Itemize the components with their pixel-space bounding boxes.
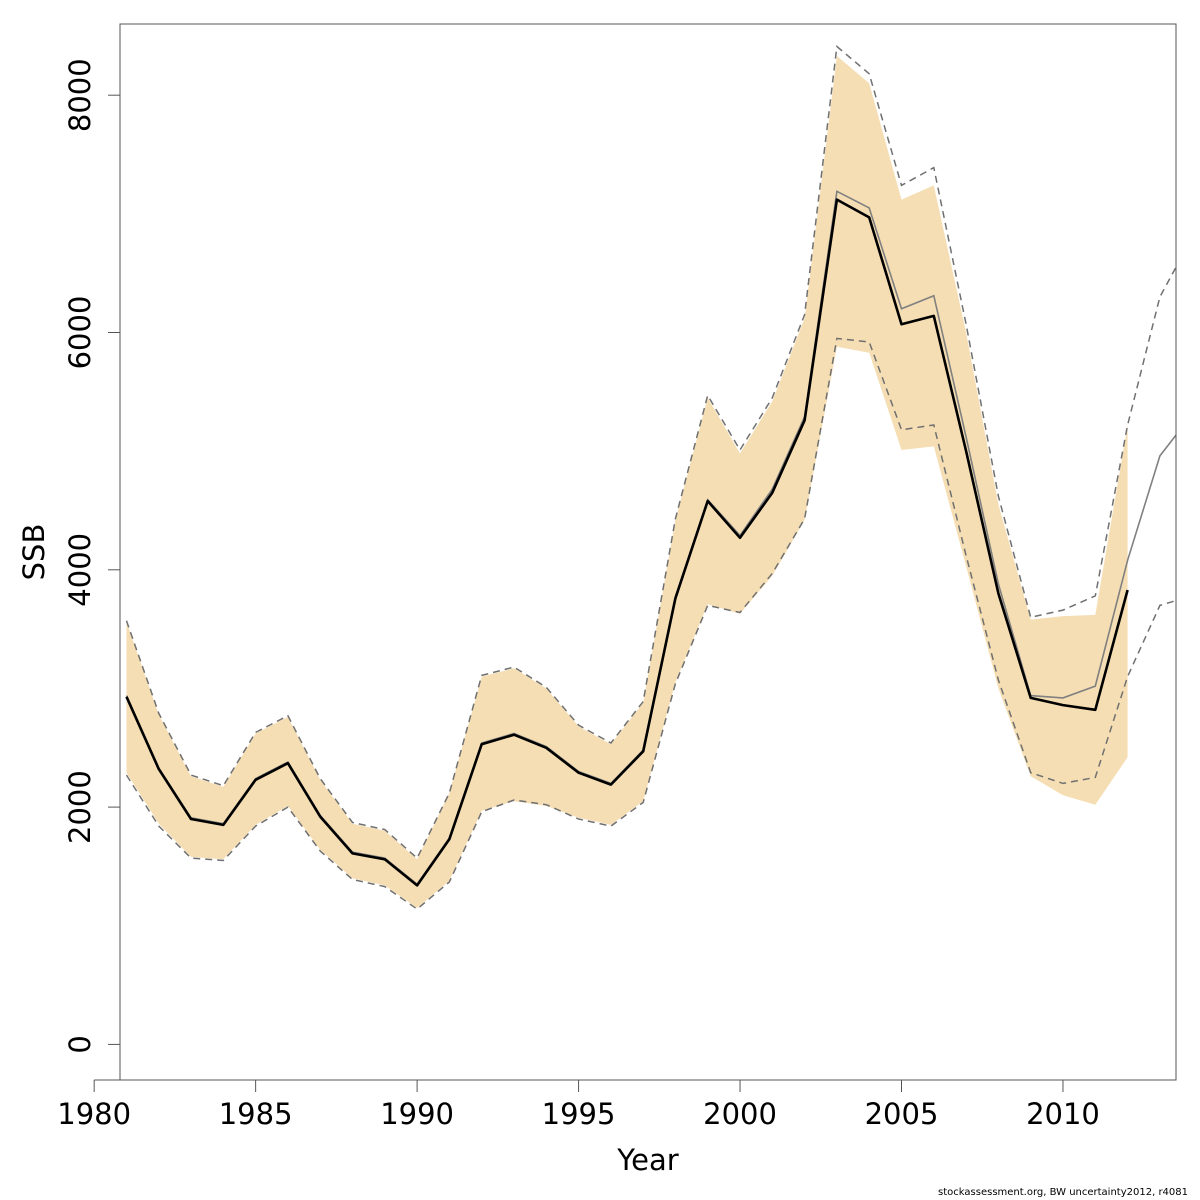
x-axis: 1980 1985 1990 1995 2000 2005 2010 <box>57 1079 1100 1131</box>
confidence-band-layer <box>126 56 1128 908</box>
current-estimate-line <box>125 198 1129 887</box>
y-tick-label: 2000 <box>63 770 97 844</box>
series-layer <box>125 45 1177 911</box>
source-footer: stockassessment.org, BW uncertainty2012,… <box>938 1187 1188 1198</box>
y-tick-label: 4000 <box>63 533 97 607</box>
x-tick-label: 1995 <box>542 1097 616 1131</box>
x-axis-title: Year <box>616 1143 678 1177</box>
y-tick-label: 0 <box>63 1035 97 1053</box>
plot-frame <box>119 23 1177 1081</box>
x-tick-label: 2000 <box>703 1097 777 1131</box>
y-tick-label: 6000 <box>63 296 97 370</box>
y-tick-label: 8000 <box>63 58 97 132</box>
y-axis: 0 2000 4000 6000 8000 <box>63 58 121 1054</box>
y-axis-title: SSB <box>17 524 51 581</box>
x-tick-label: 1990 <box>380 1097 454 1131</box>
x-tick-label: 2010 <box>1026 1097 1100 1131</box>
confidence-band <box>126 56 1128 908</box>
previous-upper-bound-line <box>125 45 1177 860</box>
x-tick-label: 2005 <box>865 1097 939 1131</box>
x-tick-label: 1985 <box>219 1097 293 1131</box>
previous-lower-bound-line <box>125 337 1177 911</box>
x-tick-label: 1980 <box>57 1097 131 1131</box>
